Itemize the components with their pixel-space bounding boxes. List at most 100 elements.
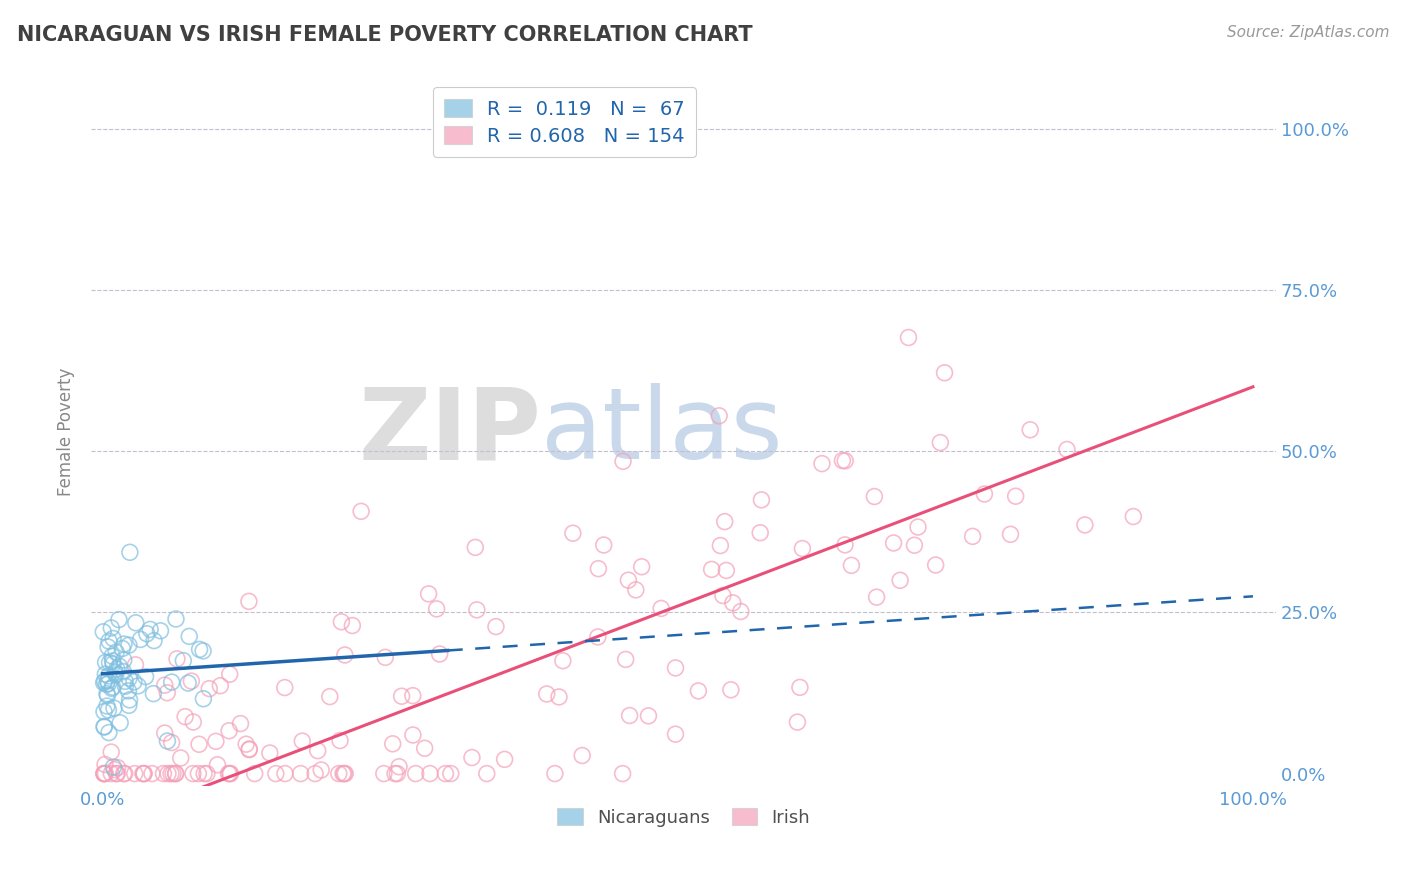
Point — [156, 686, 179, 700]
Point — [962, 529, 984, 543]
Point — [207, 757, 229, 772]
Point — [402, 728, 425, 742]
Point — [165, 612, 187, 626]
Point — [117, 684, 139, 698]
Point — [617, 573, 640, 587]
Point — [118, 638, 141, 652]
Point — [93, 766, 115, 780]
Point — [624, 582, 647, 597]
Point — [834, 538, 856, 552]
Point — [309, 763, 332, 777]
Point — [749, 525, 772, 540]
Point — [475, 766, 498, 780]
Point — [170, 751, 193, 765]
Point — [711, 589, 734, 603]
Point — [238, 742, 260, 756]
Point — [387, 766, 409, 780]
Point — [160, 735, 183, 749]
Point — [93, 720, 115, 734]
Point — [156, 766, 179, 780]
Point — [181, 766, 204, 780]
Point — [101, 680, 124, 694]
Point — [100, 745, 122, 759]
Point — [333, 648, 356, 662]
Point — [1000, 527, 1022, 541]
Point — [929, 435, 952, 450]
Point — [174, 709, 197, 723]
Point — [592, 538, 614, 552]
Point — [834, 454, 856, 468]
Point — [934, 366, 956, 380]
Point — [125, 615, 148, 630]
Point — [100, 766, 122, 780]
Point — [193, 691, 215, 706]
Point — [419, 766, 441, 780]
Point — [811, 457, 834, 471]
Point — [709, 539, 731, 553]
Point — [96, 698, 118, 713]
Point — [328, 766, 350, 780]
Point — [307, 744, 329, 758]
Point — [103, 701, 125, 715]
Point — [485, 619, 508, 633]
Point — [721, 596, 744, 610]
Point — [122, 674, 145, 689]
Point — [105, 766, 128, 780]
Point — [384, 766, 406, 780]
Point — [1074, 517, 1097, 532]
Point — [118, 698, 141, 713]
Point — [792, 541, 814, 556]
Point — [96, 677, 118, 691]
Point — [165, 766, 187, 780]
Point — [98, 656, 121, 670]
Point — [388, 760, 411, 774]
Point — [709, 409, 731, 423]
Point — [831, 453, 853, 467]
Point — [720, 682, 742, 697]
Point — [94, 766, 117, 780]
Point — [243, 766, 266, 780]
Point — [434, 766, 457, 780]
Point — [114, 674, 136, 689]
Point — [612, 454, 634, 468]
Point — [94, 656, 117, 670]
Point — [93, 720, 115, 734]
Point — [152, 766, 174, 780]
Point — [1019, 423, 1042, 437]
Point — [381, 737, 404, 751]
Point — [630, 559, 652, 574]
Point — [229, 716, 252, 731]
Point — [118, 671, 141, 685]
Point — [156, 734, 179, 748]
Text: NICARAGUAN VS IRISH FEMALE POVERTY CORRELATION CHART: NICARAGUAN VS IRISH FEMALE POVERTY CORRE… — [17, 25, 752, 45]
Point — [124, 766, 146, 780]
Point — [108, 715, 131, 730]
Point — [188, 737, 211, 751]
Point — [103, 760, 125, 774]
Point — [177, 676, 200, 690]
Point — [162, 766, 184, 780]
Point — [97, 676, 120, 690]
Point — [101, 657, 124, 671]
Point — [135, 626, 157, 640]
Point — [274, 766, 297, 780]
Point — [101, 649, 124, 664]
Point — [614, 652, 637, 666]
Point — [193, 766, 215, 780]
Point — [342, 618, 364, 632]
Point — [1122, 509, 1144, 524]
Point — [619, 708, 641, 723]
Point — [700, 562, 723, 576]
Point — [290, 766, 312, 780]
Point — [291, 734, 314, 748]
Point — [440, 766, 463, 780]
Point — [883, 536, 905, 550]
Point — [426, 602, 449, 616]
Point — [129, 632, 152, 647]
Point — [104, 763, 127, 777]
Point — [107, 761, 129, 775]
Point — [319, 690, 342, 704]
Point — [149, 624, 172, 638]
Point — [181, 714, 204, 729]
Point — [402, 689, 425, 703]
